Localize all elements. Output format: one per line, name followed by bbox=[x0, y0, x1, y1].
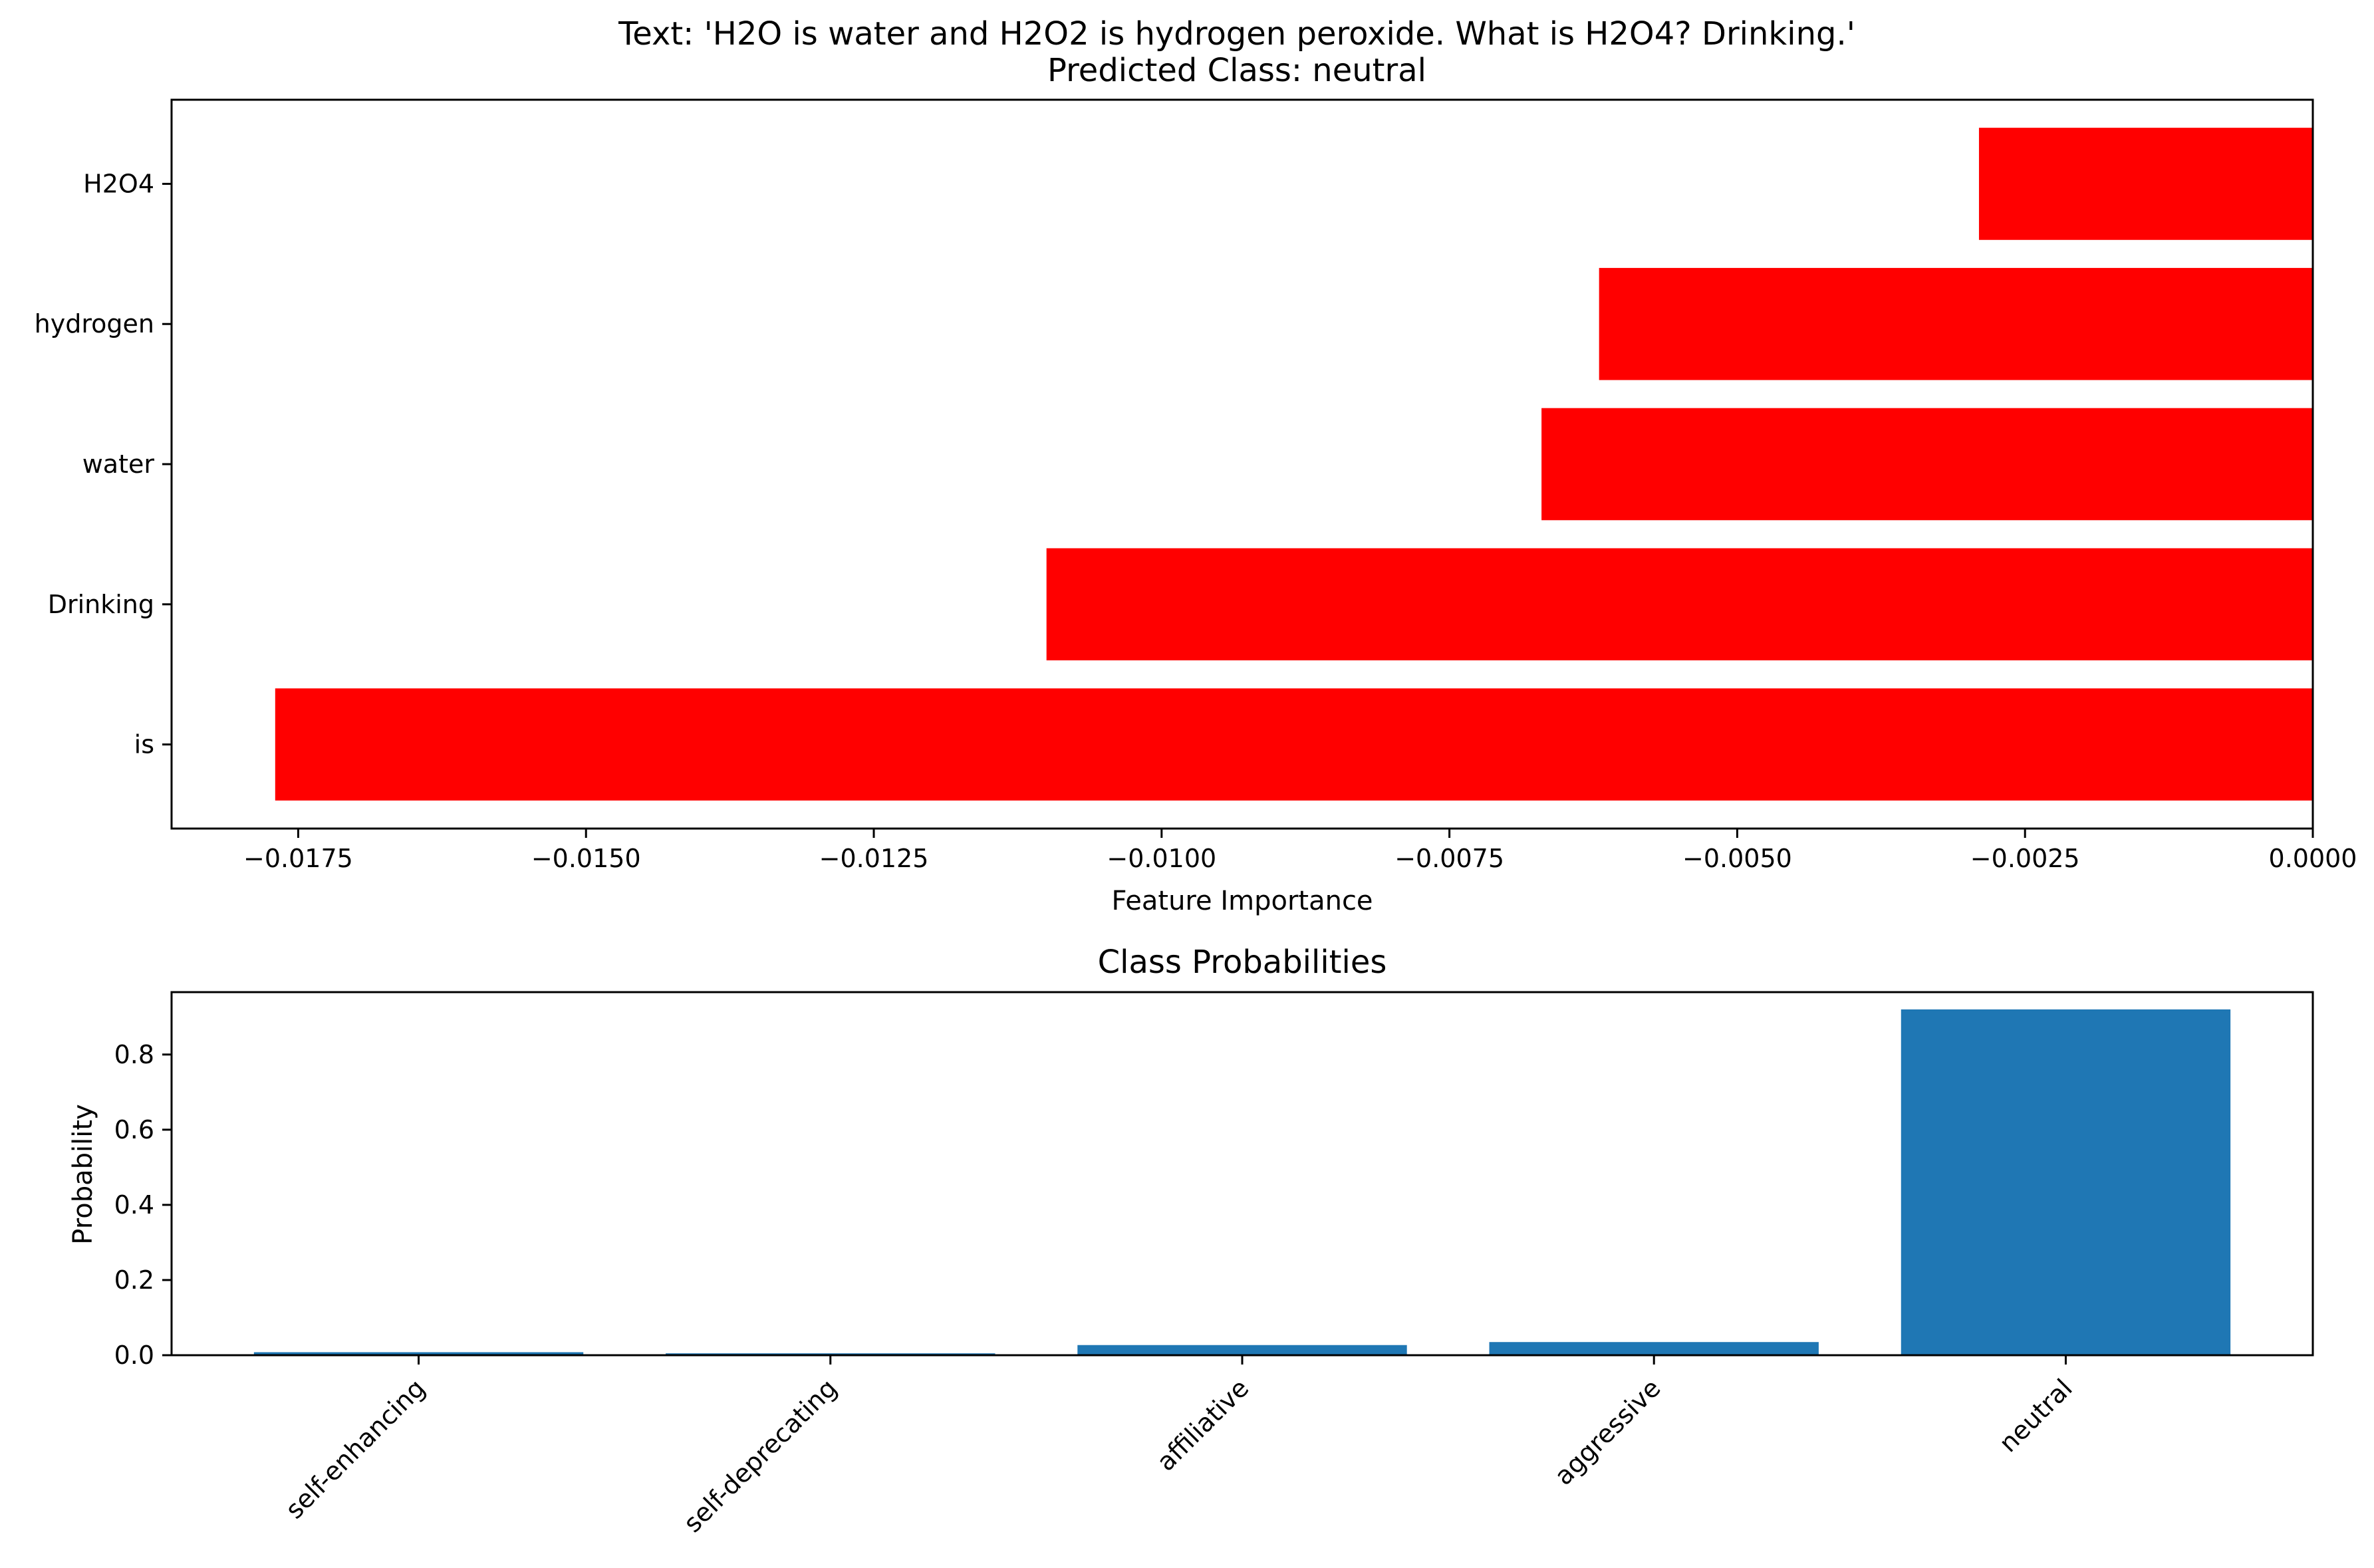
y-tick-label: 0.2 bbox=[114, 1265, 154, 1295]
bar-aggressive bbox=[1489, 1342, 1819, 1355]
y-ticks: is Drinking water hydrogen H2O4 bbox=[35, 169, 172, 759]
chart-subtitle: Predicted Class: neutral bbox=[1047, 52, 1426, 89]
x-tick-label: −0.0025 bbox=[1970, 844, 2080, 873]
bar-hydrogen bbox=[1599, 267, 2313, 380]
y-tick-label: is bbox=[134, 730, 154, 759]
x-tick-label: −0.0075 bbox=[1394, 844, 1504, 873]
x-tick-label: self-enhancing bbox=[280, 1373, 431, 1524]
bar-affiliative bbox=[1077, 1345, 1407, 1355]
bar-neutral bbox=[1901, 1009, 2231, 1355]
y-tick-label: Drinking bbox=[48, 590, 154, 619]
x-tick-label: −0.0150 bbox=[531, 844, 641, 873]
x-tick-label: self-deprecating bbox=[678, 1373, 843, 1538]
plot-frame bbox=[170, 98, 2314, 830]
x-tick-label: −0.0125 bbox=[819, 844, 929, 873]
y-tick-label: 0.4 bbox=[114, 1190, 154, 1220]
class-probabilities-chart: Class Probabilities 0.0 0.2 0.4 0.6 0.8 self… bbox=[68, 944, 2314, 1538]
x-tick-label: 0.0000 bbox=[2269, 844, 2357, 873]
y-tick-label: 0.6 bbox=[114, 1115, 154, 1144]
bar-is bbox=[275, 688, 2313, 801]
x-tick-label: neutral bbox=[1994, 1373, 2078, 1458]
chart-title: Class Probabilities bbox=[1098, 944, 1387, 981]
y-ticks: 0.0 0.2 0.4 0.6 0.8 bbox=[114, 1040, 172, 1370]
bar-water bbox=[1541, 408, 2313, 521]
x-ticks: self-enhancing self-deprecating affiliativ… bbox=[280, 1355, 2078, 1538]
y-tick-label: water bbox=[82, 450, 155, 479]
x-tick-label: aggressive bbox=[1549, 1373, 1666, 1491]
x-tick-label: affiliative bbox=[1151, 1373, 1254, 1476]
x-tick-label: −0.0175 bbox=[243, 844, 353, 873]
bar-h2o4 bbox=[1978, 128, 2313, 240]
y-tick-label: 0.0 bbox=[114, 1341, 154, 1370]
bar-self-enhancing bbox=[253, 1352, 584, 1355]
bars bbox=[253, 1009, 2231, 1355]
y-tick-label: hydrogen bbox=[35, 309, 154, 338]
plot-frame bbox=[170, 991, 2314, 1357]
feature-importance-chart: Text: 'H2O is water and H2O2 is hydrogen… bbox=[35, 15, 2357, 916]
chart-title: Text: 'H2O is water and H2O2 is hydrogen… bbox=[618, 15, 1855, 53]
x-tick-label: −0.0050 bbox=[1682, 844, 1792, 873]
x-ticks: −0.0175 −0.0150 −0.0125 −0.0100 −0.0075 −0.00… bbox=[243, 829, 2357, 873]
x-axis-label: Feature Importance bbox=[1111, 886, 1373, 916]
x-tick-label: −0.0100 bbox=[1107, 844, 1216, 873]
bars bbox=[275, 128, 2313, 801]
y-axis-label: Probability bbox=[68, 1104, 98, 1244]
bar-drinking bbox=[1046, 548, 2313, 661]
y-tick-label: 0.8 bbox=[114, 1040, 154, 1069]
y-tick-label: H2O4 bbox=[83, 169, 154, 198]
